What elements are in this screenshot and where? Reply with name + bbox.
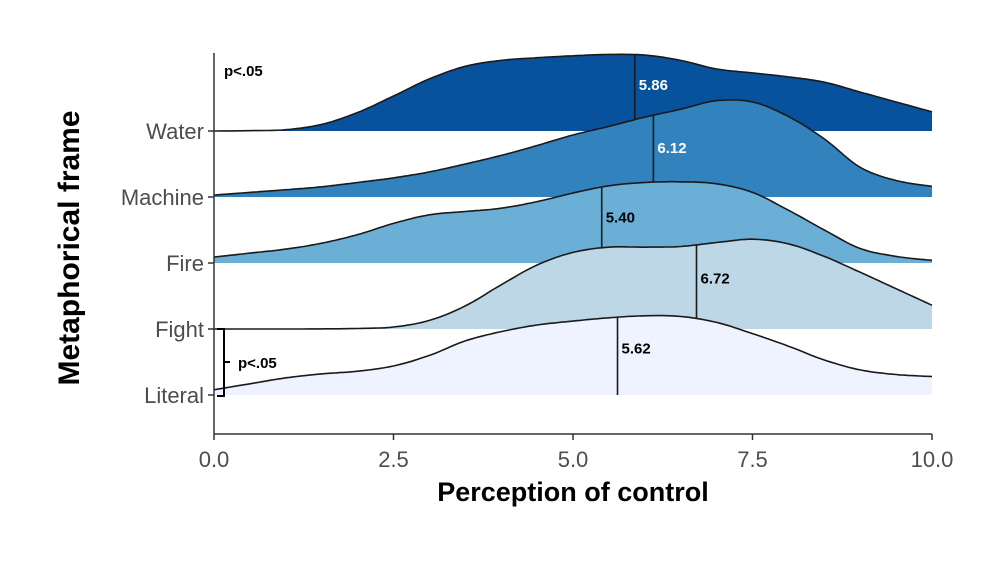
fight-literal-significance-annotation: p<.05 [238, 355, 277, 372]
annotations-layer: p<.05 p<.05 [217, 63, 277, 397]
y-tick-label-literal: Literal [144, 383, 204, 408]
median-label-water: 5.86 [639, 77, 668, 94]
median-label-literal: 5.62 [622, 340, 651, 357]
x-tick-label: 7.5 [737, 447, 768, 472]
median-label-machine: 6.12 [657, 140, 686, 157]
ridge-fill-water [214, 54, 932, 131]
ridge-literal: 5.62 [213, 314, 933, 395]
fight-literal-bracket [217, 328, 230, 397]
y-tick-label-water: Water [146, 119, 204, 144]
y-tick-label-fight: Fight [155, 317, 204, 342]
ridge-water: 5.86 [214, 53, 933, 132]
x-tick-label: 5.0 [558, 447, 589, 472]
water-significance-annotation: p<.05 [224, 63, 263, 80]
ridge-fill-literal [214, 315, 932, 395]
ridge-outline-literal [213, 314, 933, 391]
ridges-layer: 5.86 6.12 5.40 6.72 5.62 [213, 53, 933, 395]
y-axis-title: Metaphorical frame [53, 110, 86, 385]
x-tick-label: 0.0 [199, 447, 230, 472]
ridge-outline-fight [214, 238, 933, 330]
x-axis-title: Perception of control [437, 477, 709, 507]
ridge-machine: 6.12 [213, 98, 933, 197]
ridge-outline-fire [213, 180, 933, 262]
median-label-fight: 6.72 [700, 271, 729, 288]
ridge-fill-machine [214, 99, 932, 197]
y-tick-layer: Water Machine Fire Fight Literal [121, 119, 214, 408]
ridge-outline-water [214, 53, 933, 132]
ridge-fill-fight [214, 239, 932, 329]
x-tick-label: 2.5 [378, 447, 409, 472]
x-tick-label: 10.0 [911, 447, 954, 472]
ridge-fight: 6.72 [214, 238, 933, 330]
y-tick-label-fire: Fire [166, 251, 204, 276]
y-tick-label-machine: Machine [121, 185, 204, 210]
median-label-fire: 5.40 [606, 209, 635, 226]
ridge-outline-machine [213, 98, 933, 196]
x-tick-layer: 0.0 2.5 5.0 7.5 10.0 [199, 434, 954, 472]
